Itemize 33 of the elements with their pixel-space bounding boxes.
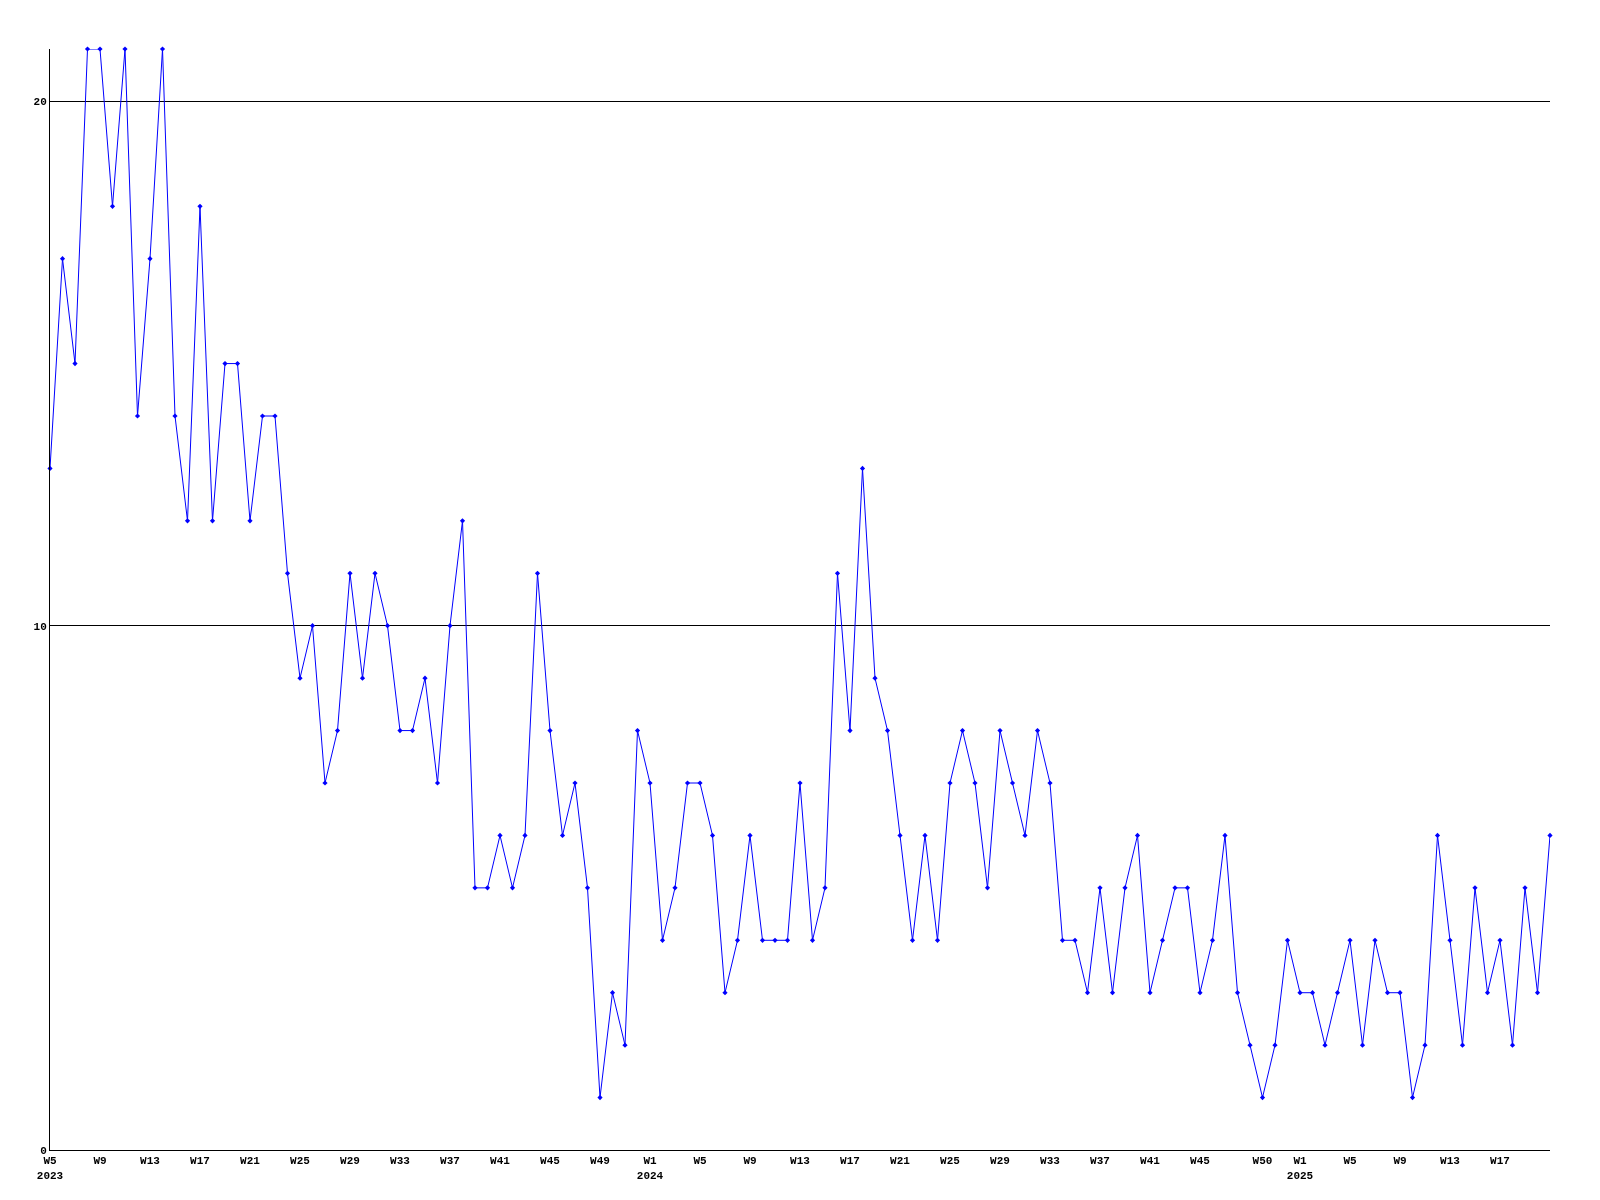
- x-tick-label: W33: [390, 1155, 411, 1168]
- x-tick-label: W49: [590, 1155, 610, 1168]
- x-tick-label: W5: [693, 1155, 707, 1168]
- x-tick-label: W9: [93, 1155, 107, 1168]
- x-tick-label: W9: [743, 1155, 757, 1168]
- x-tick-label: W29: [990, 1155, 1010, 1168]
- x-tick-label: W9: [1393, 1155, 1407, 1168]
- x-tick-label: W5: [1343, 1155, 1357, 1168]
- x-tick-label: W17: [840, 1155, 860, 1168]
- x-tick-label: W21: [890, 1155, 911, 1168]
- x-tick-label: W33: [1040, 1155, 1061, 1168]
- x-tick-label: W37: [440, 1155, 460, 1168]
- y-tick-label: 0: [40, 1144, 47, 1157]
- x-tick-label: W50: [1252, 1155, 1273, 1168]
- x-tick-label: W25: [290, 1155, 311, 1168]
- x-tick-label: W13: [1440, 1155, 1461, 1168]
- x-tick-label: W13: [790, 1155, 811, 1168]
- x-tick-label: W45: [1190, 1155, 1211, 1168]
- x-tick-label: W37: [1090, 1155, 1110, 1168]
- x-tick-label: W25: [940, 1155, 961, 1168]
- x-tick-label: W41: [490, 1155, 511, 1168]
- x-tick-label: W45: [540, 1155, 561, 1168]
- y-tick-label: 20: [33, 96, 47, 109]
- x-tick-label: W1 2024: [636, 1155, 664, 1182]
- x-tick-label: W13: [140, 1155, 161, 1168]
- x-tick-label: W41: [1140, 1155, 1161, 1168]
- y-tick-label: 10: [33, 620, 47, 633]
- x-tick-label: W21: [240, 1155, 261, 1168]
- x-tick-label: W5 2023: [36, 1155, 64, 1182]
- x-tick-label: W29: [340, 1155, 360, 1168]
- x-tick-label: W17: [1490, 1155, 1510, 1168]
- x-tick-label: W1 2025: [1286, 1155, 1314, 1182]
- x-tick-label: W17: [190, 1155, 210, 1168]
